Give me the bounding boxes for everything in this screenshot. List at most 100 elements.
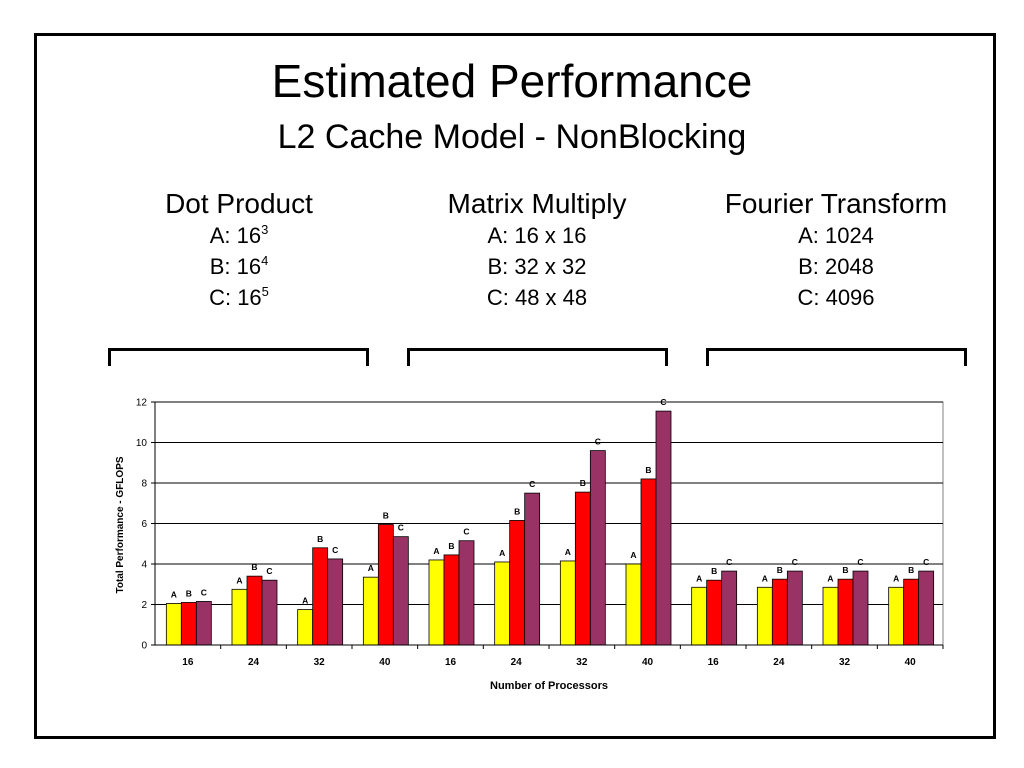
bar-data-label: C xyxy=(332,545,338,555)
x-tick-label: 40 xyxy=(642,657,654,668)
x-tick-label: 16 xyxy=(445,657,457,668)
bar-b xyxy=(837,578,854,646)
bar-data-label: B xyxy=(383,511,389,521)
y-tick-label: 2 xyxy=(141,600,147,611)
group-line: C: 4096 xyxy=(797,285,875,310)
bar-c xyxy=(786,570,803,646)
bar-c xyxy=(327,558,344,646)
bar-data-label: B xyxy=(580,478,586,488)
x-tick-label: 32 xyxy=(314,657,326,668)
bar-a xyxy=(888,586,905,646)
bar-data-label: C xyxy=(857,557,863,567)
group-line: A: 16 x 16 xyxy=(487,223,587,248)
bar-a xyxy=(822,586,839,646)
y-axis-title: Total Performance - GFLOPS xyxy=(115,456,126,593)
group-line: B: 164 xyxy=(209,253,269,279)
bar-data-label: B xyxy=(186,588,192,598)
bar-data-label: A xyxy=(630,550,636,560)
bar-b xyxy=(903,578,920,646)
bar-data-label: C xyxy=(660,397,666,407)
bar-data-label: B xyxy=(842,565,848,575)
bar-a xyxy=(428,559,445,646)
bar-data-label: A xyxy=(893,573,899,583)
bar-data-label: A xyxy=(827,573,833,583)
slide-subtitle: L2 Cache Model - NonBlocking xyxy=(277,118,747,156)
group-fourier-transform: Fourier Transform A: 1024 B: 2048 C: 409… xyxy=(686,188,986,313)
bar-c xyxy=(589,450,606,646)
y-tick-label: 10 xyxy=(136,438,148,449)
x-tick-label: 24 xyxy=(511,657,523,668)
x-tick-label: 40 xyxy=(905,657,917,668)
bar-data-label: A xyxy=(171,589,177,599)
bar-data-label: C xyxy=(595,437,601,447)
bar-b xyxy=(574,491,591,646)
bar-c xyxy=(261,579,278,646)
x-tick-label: 16 xyxy=(182,657,194,668)
group-title: Fourier Transform xyxy=(724,188,948,219)
bar-data-label: C xyxy=(201,587,207,597)
bar-c xyxy=(655,410,672,646)
x-tick-label: 32 xyxy=(576,657,588,668)
bar-c xyxy=(524,492,541,646)
bar-data-label: C xyxy=(529,479,535,489)
bar-c xyxy=(392,536,409,646)
bar-b xyxy=(312,547,329,646)
bar-data-label: C xyxy=(463,527,469,537)
bar-data-label: A xyxy=(762,573,768,583)
bar-a xyxy=(362,576,379,646)
bar-b xyxy=(509,520,526,646)
group-line: A: 163 xyxy=(209,222,269,248)
bar-data-label: B xyxy=(777,565,783,575)
bar-a xyxy=(494,561,511,646)
bracket-matrix-multiply xyxy=(407,348,668,366)
bar-data-label: B xyxy=(908,565,914,575)
bar-a xyxy=(231,588,248,646)
bar-b xyxy=(443,554,460,646)
bar-b xyxy=(377,524,394,646)
y-tick-label: 0 xyxy=(141,641,147,652)
bar-data-label: A xyxy=(368,563,374,573)
bar-a xyxy=(625,563,642,646)
bar-a xyxy=(297,609,314,646)
bar-a xyxy=(756,586,773,646)
bar-b xyxy=(246,575,263,646)
bar-data-label: B xyxy=(645,465,651,475)
bar-c xyxy=(918,570,935,646)
bar-data-label: B xyxy=(251,562,257,572)
group-matrix-multiply: Matrix Multiply A: 16 x 16 B: 32 x 32 C:… xyxy=(387,188,687,313)
bar-c xyxy=(721,570,738,646)
bar-data-label: C xyxy=(923,557,929,567)
group-line: A: 1024 xyxy=(798,223,874,248)
bar-data-label: C xyxy=(792,557,798,567)
group-line: C: 165 xyxy=(209,284,269,310)
bar-data-label: B xyxy=(514,506,520,516)
bar-data-label: B xyxy=(711,566,717,576)
bar-data-label: C xyxy=(726,557,732,567)
bar-c xyxy=(852,570,869,646)
bar-data-label: A xyxy=(696,573,702,583)
bar-data-label: C xyxy=(266,566,272,576)
x-tick-label: 24 xyxy=(248,657,260,668)
slide-frame xyxy=(34,33,996,739)
x-tick-label: 40 xyxy=(379,657,391,668)
y-tick-label: 4 xyxy=(141,560,147,571)
slide-title: Estimated Performance xyxy=(271,55,753,107)
bar-a xyxy=(691,586,708,646)
bar-c xyxy=(458,540,475,646)
bar-data-label: A xyxy=(565,547,571,557)
x-tick-label: 24 xyxy=(773,657,785,668)
bar-b xyxy=(771,578,788,646)
group-title: Matrix Multiply xyxy=(447,188,627,219)
y-tick-label: 6 xyxy=(141,519,147,530)
bar-data-label: B xyxy=(448,541,454,551)
y-tick-label: 12 xyxy=(136,398,148,409)
bar-b xyxy=(180,602,197,646)
bar-data-label: A xyxy=(302,596,308,606)
bracket-dot-product xyxy=(108,348,369,366)
bar-a xyxy=(559,560,576,646)
bar-b xyxy=(640,478,657,646)
bracket-fourier-transform xyxy=(706,348,967,366)
x-tick-label: 32 xyxy=(839,657,851,668)
bar-b xyxy=(706,579,723,646)
